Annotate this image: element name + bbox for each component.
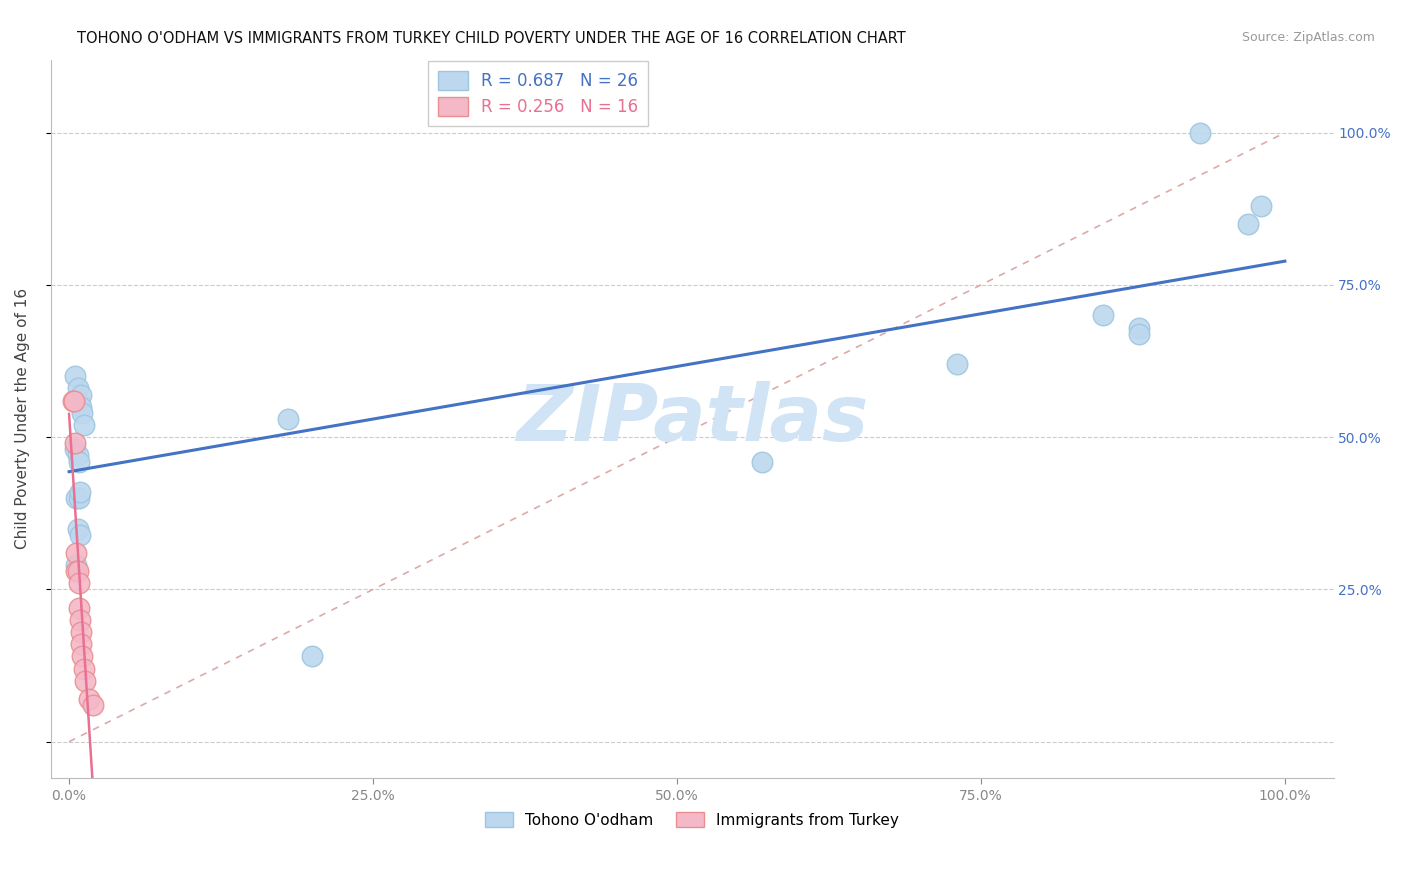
Point (65, 558, 87, 572)
Text: Source: ZipAtlas.com: Source: ZipAtlas.com (1241, 31, 1375, 45)
Point (72, 649, 94, 664)
Point (73, 673, 96, 688)
Point (65, 491, 87, 505)
Point (69, 527, 91, 541)
Point (73, 417, 96, 432)
Point (277, 412, 299, 426)
Point (66, 564, 89, 578)
Point (1128, 320, 1150, 334)
Text: TOHONO O'ODHAM VS IMMIGRANTS FROM TURKEY CHILD POVERTY UNDER THE AGE OF 16 CORRE: TOHONO O'ODHAM VS IMMIGRANTS FROM TURKEY… (77, 31, 905, 46)
Point (945, 357, 967, 371)
Point (67, 393, 90, 408)
Point (66, 522, 89, 536)
Point (1128, 326, 1150, 341)
Point (301, 649, 323, 664)
Point (67, 576, 90, 591)
Point (67, 491, 90, 505)
Point (63, 393, 86, 408)
Point (82, 698, 104, 713)
Point (1237, 217, 1260, 231)
Point (63, 442, 86, 457)
Point (77, 692, 100, 706)
Point (65, 564, 87, 578)
Point (69, 613, 91, 627)
Point (67, 600, 90, 615)
Point (66, 381, 89, 395)
Point (70, 400, 93, 414)
Point (66, 449, 89, 463)
Point (751, 454, 773, 468)
Point (63, 369, 86, 384)
Point (65, 546, 87, 560)
Point (62, 393, 84, 408)
Point (72, 406, 94, 420)
Point (1250, 199, 1272, 213)
Point (70, 387, 93, 401)
Point (70, 637, 93, 651)
Point (1188, 126, 1211, 140)
Point (63, 436, 86, 450)
Y-axis label: Child Poverty Under the Age of 16: Child Poverty Under the Age of 16 (15, 288, 30, 549)
Point (1091, 309, 1114, 323)
Text: ZIPatlas: ZIPatlas (516, 381, 869, 457)
Point (69, 485, 91, 500)
Point (73, 662, 96, 676)
Point (70, 625, 93, 640)
Legend: Tohono O'odham, Immigrants from Turkey: Tohono O'odham, Immigrants from Turkey (478, 804, 907, 835)
Point (67, 454, 90, 468)
